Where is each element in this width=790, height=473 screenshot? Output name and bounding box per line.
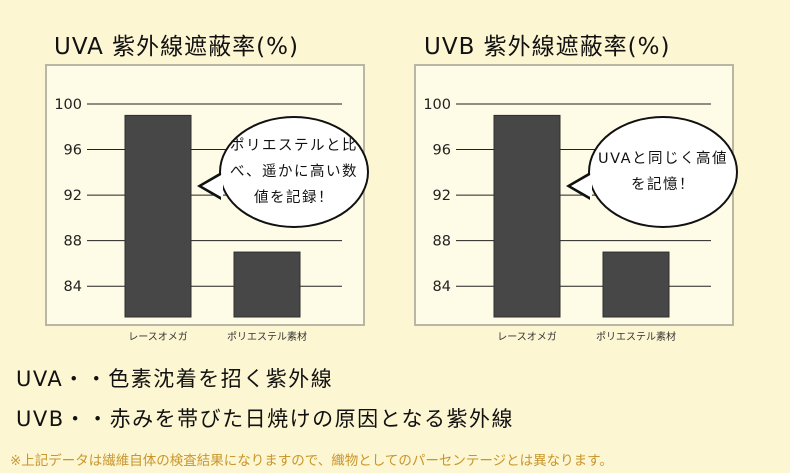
x-tick-label: ポリエステル素材 bbox=[227, 330, 307, 343]
footnote: ※上記データは繊維自体の検査結果になりますので、織物としてのパーセンテージとは異… bbox=[10, 453, 613, 469]
x-tick-label: レースオメガ bbox=[497, 331, 557, 343]
uvb-chart-title: UVB 紫外線遮蔽率(%) bbox=[424, 34, 671, 60]
y-tick-label: 88 bbox=[433, 234, 451, 250]
x-tick-label: ポリエステル素材 bbox=[596, 330, 676, 343]
uva-description: UVA・・色素沈着を招く紫外線 bbox=[16, 367, 334, 391]
y-tick-label: 88 bbox=[64, 234, 82, 250]
y-tick-label: 100 bbox=[54, 97, 82, 113]
bar bbox=[493, 114, 561, 318]
uvb-chart-plot: 84 88 92 96 100 レースオメガ ポリエステル素材 bbox=[423, 97, 711, 343]
uva-chart-plot: 84 88 92 96 100 レースオメガ ポリエステル素材 bbox=[54, 97, 342, 343]
uva-callout-tail-fill bbox=[202, 174, 223, 198]
y-tick-label: 100 bbox=[423, 97, 451, 113]
uva-chart-title: UVA 紫外線遮蔽率(%) bbox=[54, 34, 299, 60]
y-tick-label: 92 bbox=[64, 188, 82, 204]
bar bbox=[233, 251, 301, 318]
uva-callout-bubble: ポリエステルと比べ、遥かに高い数値を記録！ bbox=[219, 116, 369, 228]
uvb-callout-text: UVAと同じく高値を記憶！ bbox=[597, 151, 729, 193]
y-tick-label: 92 bbox=[433, 188, 451, 204]
uvb-chart-panel: 84 88 92 96 100 レースオメガ ポリエステル素材 UVAと同じく高値を記憶！ bbox=[414, 64, 738, 343]
y-tick-label: 96 bbox=[433, 143, 451, 159]
bar bbox=[124, 114, 192, 318]
y-tick-label: 84 bbox=[64, 279, 82, 295]
uvb-callout-bubble: UVAと同じく高値を記憶！ bbox=[588, 116, 738, 228]
x-tick-label: レースオメガ bbox=[128, 331, 188, 343]
uvb-callout-tail-fill bbox=[571, 174, 592, 198]
y-tick-label: 84 bbox=[433, 279, 451, 295]
uva-chart-panel: 84 88 92 96 100 レースオメガ ポリエステル素材 ポリエステルと比べ、遥かに高… bbox=[45, 64, 369, 343]
uvb-description: UVB・・赤みを帯びた日焼けの原因となる紫外線 bbox=[16, 407, 515, 431]
bar bbox=[602, 251, 670, 318]
y-tick-label: 96 bbox=[64, 143, 82, 159]
uva-callout-text: ポリエステルと比べ、遥かに高い数値を記録！ bbox=[230, 138, 358, 206]
